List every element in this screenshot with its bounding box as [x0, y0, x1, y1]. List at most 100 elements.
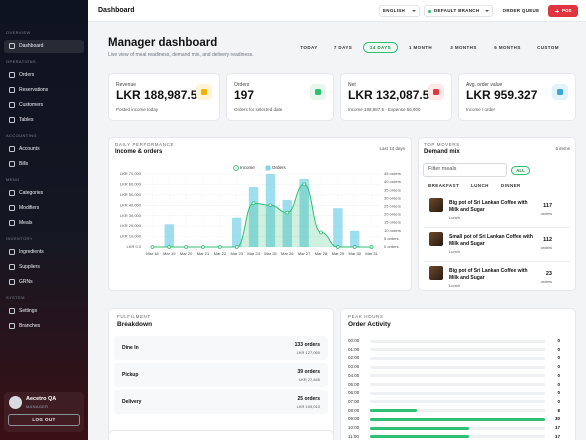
nav-icon	[9, 72, 15, 78]
hour-label: 06:00	[348, 390, 360, 396]
logout-label[interactable]: LOG OUT	[32, 417, 56, 423]
hour-count: 0	[557, 398, 560, 404]
nav-item[interactable]: Settings	[19, 307, 38, 314]
fulfilment-count: 39	[297, 369, 303, 376]
bar	[164, 224, 175, 247]
kpi-value: LKR 188,987.5	[116, 88, 198, 103]
logout-button[interactable]	[8, 414, 80, 426]
order-queue-label[interactable]: ORDER QUEUE	[502, 8, 540, 14]
nav-item[interactable]: Bills	[19, 160, 29, 167]
income-point	[302, 182, 307, 187]
fulfilment-count: 25	[297, 396, 303, 403]
branch-label[interactable]: DEFAULT BRANCH	[434, 8, 480, 14]
nav-item[interactable]: Accounts	[19, 145, 40, 152]
income-point	[335, 245, 340, 249]
y-tick-label: LKR 20,000	[120, 223, 142, 228]
nav-item[interactable]: Meals	[19, 219, 33, 226]
kpi-icon	[433, 89, 439, 95]
nav-item[interactable]: Customers	[19, 101, 44, 108]
period-label[interactable]: 1 MONTH	[408, 44, 433, 50]
item-name: Big pot of Sri Lankan Coffee with Milk a…	[449, 268, 528, 281]
nav-icon	[9, 87, 15, 93]
card-title: Breakdown	[117, 320, 153, 328]
income-point	[319, 230, 323, 235]
nav-icon	[9, 264, 15, 270]
hour-label: 09:00	[348, 416, 360, 422]
hour-count: 0	[557, 372, 560, 378]
y-tick-label: LKR 10,000	[120, 234, 142, 239]
fulfilment-label: Delivery	[122, 398, 142, 405]
nav-item[interactable]: Dashboard	[19, 42, 44, 49]
nav-icon	[9, 323, 15, 329]
hour-count: 30	[554, 416, 560, 422]
fulfilment-amount: LKR 127,050	[296, 349, 320, 355]
nav-item[interactable]: Reservations	[19, 86, 49, 93]
income-line	[152, 183, 372, 248]
kpi-value: 197	[234, 88, 255, 103]
bar	[349, 230, 360, 247]
nav-icon	[9, 205, 15, 211]
language-label[interactable]: ENGLISH	[383, 8, 406, 14]
income-area	[152, 184, 372, 247]
fulfilment-row	[114, 390, 328, 414]
nav-item[interactable]: Ingredients	[19, 248, 44, 255]
income-point	[150, 245, 155, 249]
item-count: 117	[543, 203, 552, 210]
nav-item[interactable]: GRNs	[19, 278, 33, 285]
bar	[248, 186, 259, 247]
hour-track	[370, 348, 545, 352]
nav-item[interactable]: Categories	[19, 189, 44, 196]
all-chip-label[interactable]: ALL	[516, 167, 525, 173]
hour-label: 08:00	[348, 407, 360, 413]
nav-icon	[9, 190, 15, 196]
topbar-button[interactable]	[424, 5, 493, 17]
period-label[interactable]: 14 DAYS	[369, 44, 392, 50]
filter-input[interactable]	[423, 163, 507, 177]
period-label[interactable]: 6 MONTHS	[494, 44, 521, 50]
y2-tick-label: 45 orders	[384, 171, 401, 176]
meal-tab[interactable]: DINNER	[501, 183, 521, 189]
topbar-button[interactable]	[379, 5, 420, 17]
nav-icon	[9, 102, 15, 108]
card-overline: DAILY PERFORMANCE	[115, 142, 175, 148]
hour-label: 11:00	[348, 433, 359, 439]
x-tick-label: Mar 23	[230, 251, 243, 256]
hour-bar	[370, 417, 545, 421]
nav-item[interactable]: Branches	[19, 322, 41, 329]
branch-dot	[428, 9, 431, 13]
item-meal: Lunch	[449, 249, 460, 255]
income-orders-chart: LKR 0.0 LKR 10,000 LKR 20,000 LKR 30,000 LKR…	[120, 165, 401, 256]
hour-count: 0	[557, 338, 560, 344]
nav-item[interactable]: Tables	[19, 116, 34, 123]
period-button[interactable]	[363, 42, 398, 53]
y-tick-label: LKR 70,000	[120, 171, 142, 176]
period-label[interactable]: 3 MONTHS	[450, 44, 477, 50]
nav-icon	[9, 308, 15, 314]
item-unit: orders	[540, 210, 552, 216]
legend-label: Income	[240, 165, 255, 170]
item-unit: orders	[540, 244, 552, 250]
meal-tab[interactable]: LUNCH	[471, 183, 489, 189]
hour-track	[370, 365, 545, 369]
meal-tab[interactable]: BREAKFAST	[428, 183, 460, 189]
kpi-note: Orders for selected date	[234, 107, 283, 113]
hour-label: 07:00	[348, 398, 360, 404]
item-thumb	[429, 232, 443, 246]
nav-item[interactable]: Suppliers	[19, 263, 40, 270]
period-label[interactable]: TODAY	[300, 44, 318, 50]
x-tick-label: Mar 30	[348, 251, 361, 256]
user-role: MANAGER	[26, 403, 49, 409]
period-label[interactable]: CUSTOM	[537, 44, 559, 50]
hour-count: 8	[557, 407, 560, 413]
pos-label[interactable]: POS	[562, 8, 572, 14]
nav-item[interactable]: Modifiers	[19, 204, 40, 211]
plus-v	[556, 9, 558, 13]
chevron	[485, 10, 489, 13]
period-label[interactable]: 7 DAYS	[333, 44, 353, 50]
nav-section-title: MENU	[6, 177, 20, 183]
fulfilment-label: Pickup	[122, 371, 139, 378]
topbar-button[interactable]	[548, 5, 578, 17]
all-chip[interactable]	[511, 166, 530, 175]
nav-item[interactable]: Orders	[19, 71, 35, 78]
